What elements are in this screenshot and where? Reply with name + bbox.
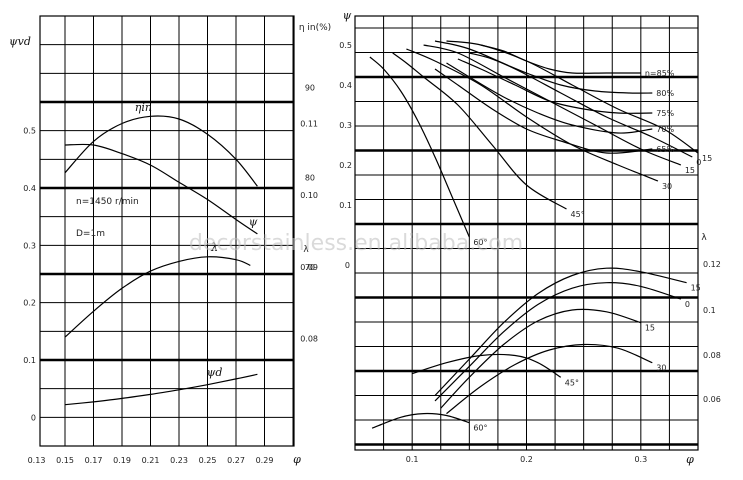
left-curve-in — [64, 115, 258, 187]
right-pressure-curve-0 — [369, 56, 470, 238]
left-lambda-tick-label: 0.08 — [300, 335, 318, 344]
right-lambda-curve-1 — [434, 282, 682, 402]
right-psi-tick-label: 0.3 — [339, 121, 352, 130]
diameter-annotation: D=1m — [76, 229, 105, 239]
right-lambda-curve-5 — [371, 412, 470, 429]
right-psi-tick-label: 0.1 — [339, 201, 352, 210]
right-efficiency-label-1: 80% — [656, 89, 674, 98]
right-lambda-curve-0 — [434, 267, 687, 396]
right-lambda-curve-3 — [446, 343, 653, 415]
right-x-tick-label: 0.1 — [406, 455, 419, 464]
right-efficiency-label-0: η=85% — [645, 69, 675, 78]
right-efficiency-label-3: 70% — [656, 125, 674, 134]
right-lambda-tick-label: 0 — [345, 261, 350, 270]
left-x-tick-label: 0.21 — [142, 456, 160, 465]
right-pressure-label-4: 0 — [696, 158, 701, 167]
left-x-tick-label: 0.23 — [170, 456, 188, 465]
right-efficiency-contour-3 — [446, 62, 653, 134]
left-curve-label-series: ψ — [249, 215, 258, 228]
left-chart-panel: 0.13 0.15 0.17 0.19 0.21 0.23 0.25 0.27 0.29 φ 0 0.… — [9, 15, 331, 466]
left-curve-series — [64, 143, 258, 235]
right-efficiency-label-4: 65% — [656, 145, 674, 154]
right-efficiency-contour-4 — [434, 68, 653, 154]
left-curve-label-series: λ — [210, 241, 218, 254]
right-lambda-label-2: 15 — [645, 324, 655, 333]
left-lambda-tick-label: 0.09 — [300, 263, 318, 272]
right-pressure-label-3: 15 — [685, 166, 695, 175]
left-psi-tick-label: 0.2 — [23, 299, 36, 308]
left-eta-tick-label: 90 — [305, 84, 315, 93]
left-curve-d — [64, 373, 258, 406]
left-psi-axis-label: ψvd — [9, 35, 31, 48]
left-curve-series — [64, 256, 251, 338]
watermark: decorstainless.en.alibaba.com — [189, 231, 523, 256]
right-pressure-curve-2 — [406, 48, 659, 182]
right-pressure-curve-3 — [423, 44, 682, 166]
right-lambda-curve-2 — [440, 308, 641, 409]
right-efficiency-label-2: 75% — [656, 109, 674, 118]
left-x-tick-label: 0.13 — [28, 456, 46, 465]
right-psi-tick-label: 0.5 — [339, 41, 352, 50]
right-lambda-axis-label: λ — [701, 233, 707, 243]
right-pressure-label-0: 60° — [473, 238, 487, 247]
right-pressure-curve-4 — [434, 40, 693, 158]
left-x-tick-label: 0.15 — [56, 456, 74, 465]
left-x-tick-label: 0.17 — [85, 456, 103, 465]
left-x-tick-label: 0.29 — [256, 456, 274, 465]
right-x-tick-label: 0.2 — [520, 455, 533, 464]
left-eta-axis-label: η in(%) — [299, 23, 331, 33]
left-psi-tick-label: 0.5 — [23, 127, 36, 136]
right-lambda-tick-label: 0.06 — [703, 395, 721, 404]
left-psi-tick-label: 0.3 — [23, 241, 36, 250]
right-psi-tick-label: 0.2 — [339, 161, 352, 170]
right-chart-panel: 0.1 0.2 0.3 φ 0.1 0.2 0.3 0.4 0.5 ψ λ 0 0.12 0.1 0.08 0… — [339, 9, 721, 466]
left-lambda-tick-label: 0.10 — [300, 191, 318, 200]
right-lambda-tick-label: 0.1 — [703, 306, 716, 315]
speed-annotation: n=1450 r/min — [76, 197, 139, 207]
right-efficiency-contour-1 — [469, 52, 653, 94]
right-psi-tick-label: 0.4 — [339, 81, 352, 90]
left-psi-tick-label: 0.4 — [23, 184, 36, 193]
left-x-tick-label: 0.19 — [113, 456, 131, 465]
right-lambda-label-4: 45° — [565, 378, 579, 387]
left-psi-tick-label: 0.1 — [23, 356, 36, 365]
left-plot-frame — [39, 15, 295, 447]
right-lambda-label-3: 30 — [656, 364, 666, 373]
right-pressure-label-2: 30 — [662, 182, 672, 191]
left-psi-tick-label: 0 — [31, 413, 36, 422]
left-x-tick-label: 0.27 — [227, 456, 245, 465]
right-pressure-label-1: 45° — [571, 210, 585, 219]
right-psi-axis-label: ψ — [343, 9, 352, 22]
left-eta-tick-label: 70 — [305, 263, 315, 272]
right-efficiency-contour-0 — [480, 44, 641, 74]
right-lambda-tick-label: 0.08 — [703, 351, 721, 360]
right-lambda-label-0: 15 — [691, 284, 701, 293]
right-x-axis-label: φ — [686, 453, 694, 466]
right-lambda-label-1: 0 — [685, 300, 690, 309]
right-lambda-curve-4 — [412, 353, 562, 378]
right-efficiency-contour-2 — [457, 58, 653, 114]
left-x-tick-label: 0.25 — [199, 456, 217, 465]
left-lambda-axis-label: λ — [303, 245, 309, 255]
left-curve-label-in: ηin — [135, 101, 152, 114]
left-x-axis-label: φ — [293, 453, 301, 466]
right-pressure-label-5: 15 — [702, 154, 712, 163]
right-x-tick-label: 0.3 — [634, 455, 647, 464]
left-lambda-tick-label: 0.11 — [300, 120, 318, 129]
left-curve-label-d: ψd — [207, 366, 223, 379]
right-lambda-label-5: 60° — [473, 424, 487, 433]
right-pressure-curve-1 — [392, 52, 567, 210]
right-lambda-tick-label: 0.12 — [703, 260, 721, 269]
left-eta-tick-label: 80 — [305, 173, 315, 182]
